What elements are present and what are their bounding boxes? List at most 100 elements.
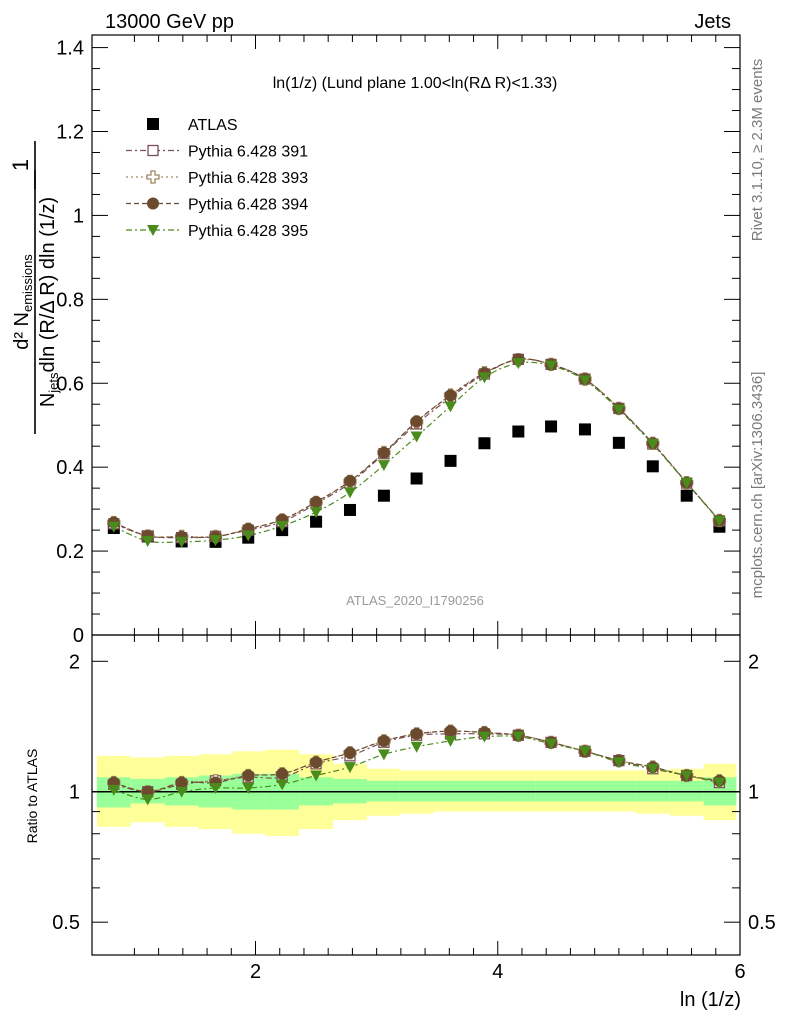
- main-data-markers: [107, 353, 727, 548]
- main-point-series-4: [209, 535, 222, 547]
- main-point-series-4: [444, 401, 457, 413]
- ratio-point-series-2: [410, 727, 423, 740]
- main-y-axis-label: 1 d² Nemissions Njetsdln (R/Δ R) dln (1/…: [8, 141, 61, 434]
- main-point-series-4: [107, 521, 120, 533]
- main-point-series-4: [646, 439, 659, 451]
- y-tick-label: 0.6: [56, 373, 84, 395]
- main-point-series-4: [276, 520, 289, 532]
- main-point-series-4: [680, 477, 693, 489]
- main-point-series-0: [612, 436, 625, 449]
- legend-label-4: Pythia 6.428 395: [188, 223, 308, 240]
- main-point-series-4: [141, 536, 154, 548]
- main-point-series-0: [578, 423, 591, 436]
- legend-marker-2: [146, 170, 160, 184]
- legend-label-3: Pythia 6.428 394: [188, 197, 308, 214]
- main-point-series-3: [410, 415, 423, 428]
- main-point-series-0: [646, 460, 659, 473]
- plot-title: ln(1/z) (Lund plane 1.00<ln(RΔ R)<1.33): [273, 75, 558, 92]
- ratio-y-tick-label: 2: [69, 651, 80, 673]
- main-point-series-3: [343, 475, 356, 488]
- ratio-point-series-3: [646, 763, 659, 775]
- main-point-series-4: [578, 375, 591, 387]
- main-curve-3: [113, 358, 720, 539]
- ratio-y-tick-label-right: 0.5: [748, 912, 776, 934]
- rivet-label: Rivet 3.1.10, ≥ 2.3M events: [749, 59, 766, 242]
- ratio-y-tick-label-right: 1: [748, 782, 759, 804]
- y-tick-label: 0.2: [56, 541, 84, 563]
- main-point-series-4: [310, 507, 323, 519]
- ratio-uncertainty-bands: [96, 749, 737, 837]
- svg-text:Njetsdln (R/Δ R) dln (1/z): Njetsdln (R/Δ R) dln (1/z): [37, 197, 61, 407]
- svg-text:d² Nemissions: d² Nemissions: [11, 254, 35, 350]
- main-point-series-0: [680, 489, 693, 502]
- ratio-point-series-3: [141, 794, 154, 806]
- ratio-point-series-3: [545, 738, 558, 750]
- watermark: ATLAS_2020_I1790256: [346, 593, 484, 608]
- main-point-series-3: [377, 446, 390, 459]
- ratio-point-series-3: [512, 731, 525, 743]
- x-tick-label: 2: [250, 961, 261, 983]
- header-left: 13000 GeV pp: [105, 11, 234, 33]
- y-tick-label: 1: [73, 205, 84, 227]
- main-point-series-4: [343, 487, 356, 499]
- ratio-point-series-2: [377, 734, 390, 747]
- main-mc-curves: [113, 358, 720, 544]
- legend-marker-0: [147, 118, 159, 130]
- ratio-y-tick-label: 1: [69, 782, 80, 804]
- main-point-series-0: [545, 420, 558, 433]
- main-point-series-0: [410, 472, 423, 485]
- main-point-series-0: [444, 454, 457, 467]
- legend-marker-4: [147, 225, 159, 236]
- y-tick-label: 1.2: [56, 122, 84, 144]
- y-tick-label: 0.4: [56, 457, 84, 479]
- main-point-series-0: [377, 489, 390, 502]
- x-axis-label: ln (1/z): [680, 989, 741, 1011]
- y-tick-label: 1.4: [56, 38, 84, 60]
- main-point-series-4: [612, 404, 625, 416]
- mcplots-label: mcplots.cern.ch [arXiv:1306.3436]: [749, 372, 766, 599]
- legend-marker-1: [147, 144, 159, 157]
- ratio-point-series-2: [444, 725, 457, 738]
- ratio-point-series-3: [680, 770, 693, 782]
- main-point-series-4: [410, 431, 423, 443]
- main-point-series-0: [512, 425, 525, 438]
- legend-label-1: Pythia 6.428 391: [188, 144, 308, 161]
- ratio-frame-rect: [91, 634, 741, 956]
- main-point-series-0: [310, 515, 323, 528]
- svg-text:1: 1: [8, 159, 33, 171]
- tick-labels: 2 4 6 0 0.2 0.4 0.6 0.8 1 1.2 1.4 0.5 0.5 1 1 2 2: [52, 38, 776, 983]
- ratio-y-tick-label: 0.5: [52, 912, 80, 934]
- legend-marker-3: [147, 197, 159, 210]
- main-point-series-4: [478, 372, 491, 384]
- main-point-series-4: [713, 515, 726, 527]
- ratio-point-series-3: [310, 770, 323, 782]
- ratio-y-axis-label: Ratio to ATLAS: [24, 749, 40, 844]
- ratio-point-series-2: [276, 767, 289, 780]
- main-point-series-3: [444, 389, 457, 402]
- ratio-point-series-3: [410, 741, 423, 753]
- main-curve-4: [113, 361, 720, 544]
- main-point-series-4: [545, 360, 558, 372]
- ratio-point-series-3: [478, 731, 491, 743]
- header-right: Jets: [694, 11, 731, 33]
- legend: ATLAS Pythia 6.428 391 Pythia 6.428 393 Pyt…: [126, 117, 308, 240]
- main-point-series-4: [512, 358, 525, 370]
- ratio-point-series-3: [343, 762, 356, 774]
- y-tick-label: 0: [73, 625, 84, 647]
- ratio-point-series-3: [242, 783, 255, 795]
- main-point-series-4: [242, 530, 255, 542]
- x-tick-label: 4: [492, 961, 503, 983]
- axis-ticks: [92, 35, 740, 955]
- ratio-point-series-2: [343, 746, 356, 759]
- ratio-panel-frame: [91, 634, 741, 956]
- main-point-series-0: [478, 437, 491, 450]
- legend-label-0: ATLAS: [188, 117, 238, 134]
- ratio-point-series-3: [444, 735, 457, 747]
- ratio-point-series-3: [612, 757, 625, 769]
- y-tick-label: 0.8: [56, 289, 84, 311]
- ratio-data-markers: [107, 724, 727, 806]
- x-tick-label: 6: [734, 961, 745, 983]
- main-point-series-4: [377, 460, 390, 472]
- ratio-point-series-3: [175, 786, 188, 798]
- main-point-series-0: [343, 503, 356, 516]
